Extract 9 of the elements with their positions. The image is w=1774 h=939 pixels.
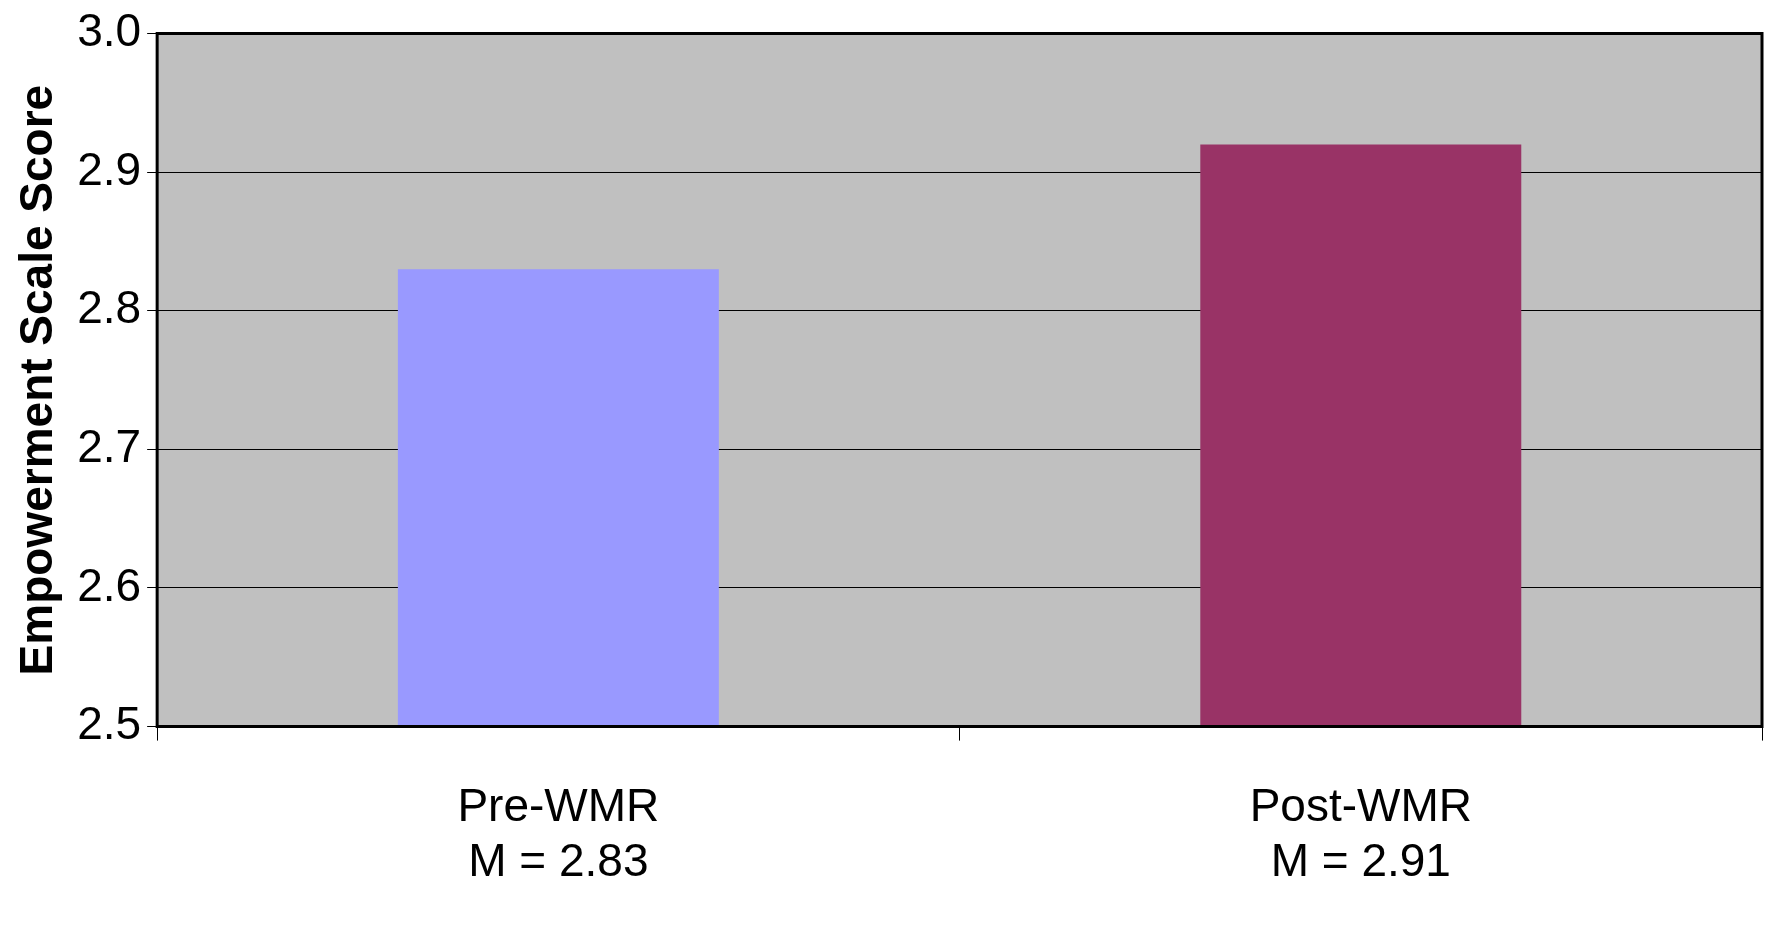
x-tick-label: Post-WMR M = 2.91 (1249, 778, 1472, 887)
x-tick-label: Pre-WMR M = 2.83 (457, 778, 660, 887)
y-tick-label: 3.0 (77, 4, 142, 57)
y-tick-label: 2.5 (77, 697, 142, 750)
y-tick-label: 2.6 (77, 558, 142, 611)
y-tick-label: 2.8 (77, 281, 142, 334)
y-axis-title: Empowerment Scale Score (10, 84, 63, 676)
y-tick-label: 2.7 (77, 420, 142, 473)
y-tick-label: 2.9 (77, 142, 142, 195)
